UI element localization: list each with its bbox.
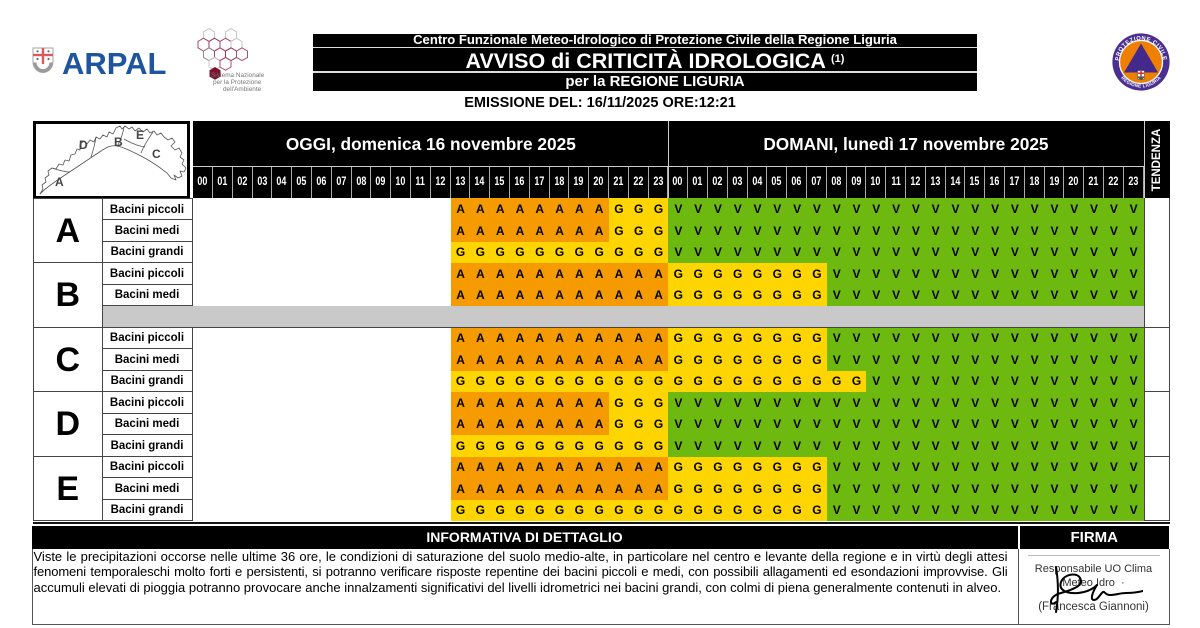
- svg-text:A: A: [55, 175, 64, 189]
- svg-text:Sistema Nazionale: Sistema Nazionale: [211, 72, 265, 79]
- svg-text:per la Protezione: per la Protezione: [213, 79, 262, 86]
- svg-text:D: D: [79, 138, 88, 152]
- svg-text:B: B: [114, 135, 123, 149]
- svg-text:dell'Ambiente: dell'Ambiente: [223, 86, 262, 93]
- svg-text:E: E: [136, 128, 144, 142]
- svg-text:C: C: [152, 147, 161, 161]
